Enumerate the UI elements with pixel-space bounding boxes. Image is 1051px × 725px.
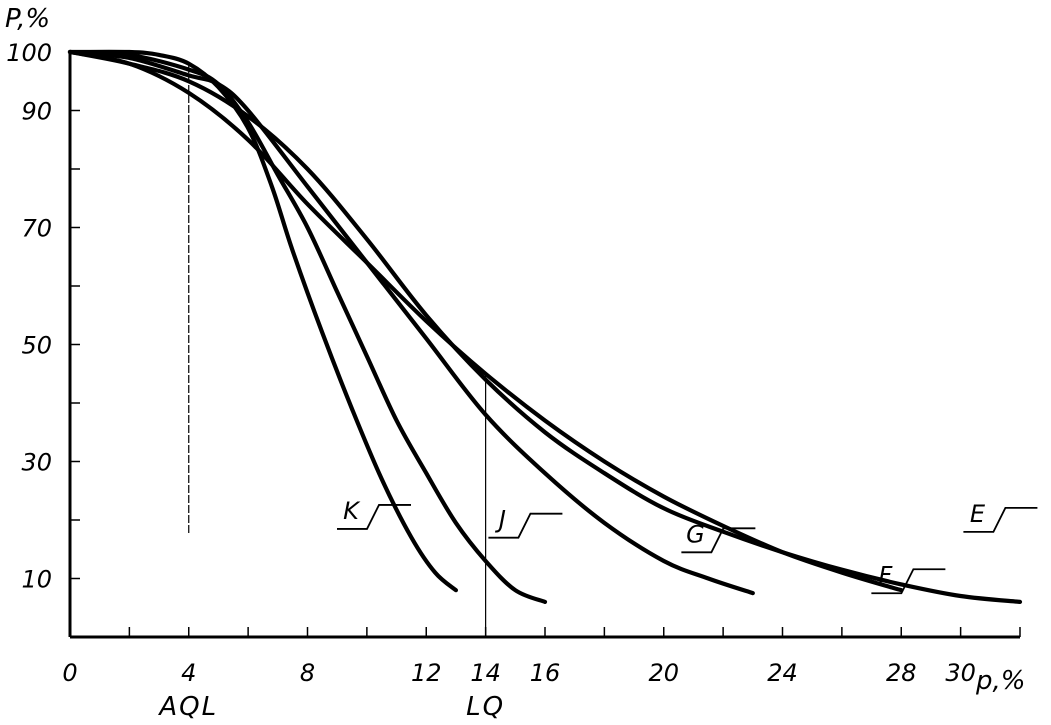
curve-label-g: G xyxy=(686,520,705,548)
x-tick-label: 16 xyxy=(530,659,561,687)
curve-g xyxy=(67,49,755,596)
x-tick-label: 14 xyxy=(470,659,501,687)
x-tick-label: 20 xyxy=(648,659,679,687)
curve-label-j: J xyxy=(495,506,506,534)
curve-label-leader xyxy=(337,504,411,530)
curve-k xyxy=(67,49,458,593)
curve-label-f: F xyxy=(878,561,893,589)
x-tick-label: 30 xyxy=(945,659,976,687)
ticks: 0 4 8 12 14 16 20 24 28 30 10 30 50 70 90 100 xyxy=(6,39,1021,687)
y-tick-label: 10 xyxy=(21,566,52,594)
x-tick-label: 0 xyxy=(62,659,77,687)
reference-lines: AQL LQ xyxy=(157,65,505,722)
curve-label-leader xyxy=(681,527,756,554)
y-tick-label: 30 xyxy=(21,449,52,477)
curves xyxy=(67,49,1023,604)
x-tick-label: 12 xyxy=(411,659,442,687)
x-tick-label: 8 xyxy=(300,659,315,687)
y-axis-title: P,% xyxy=(5,4,50,34)
curve-label-k: K xyxy=(343,497,361,525)
curve-label-leader xyxy=(963,506,1038,533)
y-tick-label: 50 xyxy=(21,332,52,360)
x-tick-label: 24 xyxy=(767,659,798,687)
curve-label-leader xyxy=(488,512,563,539)
curve-label-leader xyxy=(871,568,946,595)
reference-label-aql: AQL xyxy=(157,692,218,722)
curve-labels: K J G F E xyxy=(337,497,1038,595)
curve-f xyxy=(67,49,904,593)
curve-j xyxy=(67,49,548,604)
reference-label-lq: LQ xyxy=(466,692,505,722)
curve-e xyxy=(67,49,1023,604)
x-tick-label: 4 xyxy=(181,659,196,687)
y-tick-label: 90 xyxy=(21,98,52,126)
x-axis-title: p,% xyxy=(975,666,1025,696)
y-tick-label: 70 xyxy=(21,215,52,243)
y-tick-label: 100 xyxy=(6,39,52,67)
x-tick-label: 28 xyxy=(886,659,917,687)
curve-label-e: E xyxy=(970,500,986,528)
